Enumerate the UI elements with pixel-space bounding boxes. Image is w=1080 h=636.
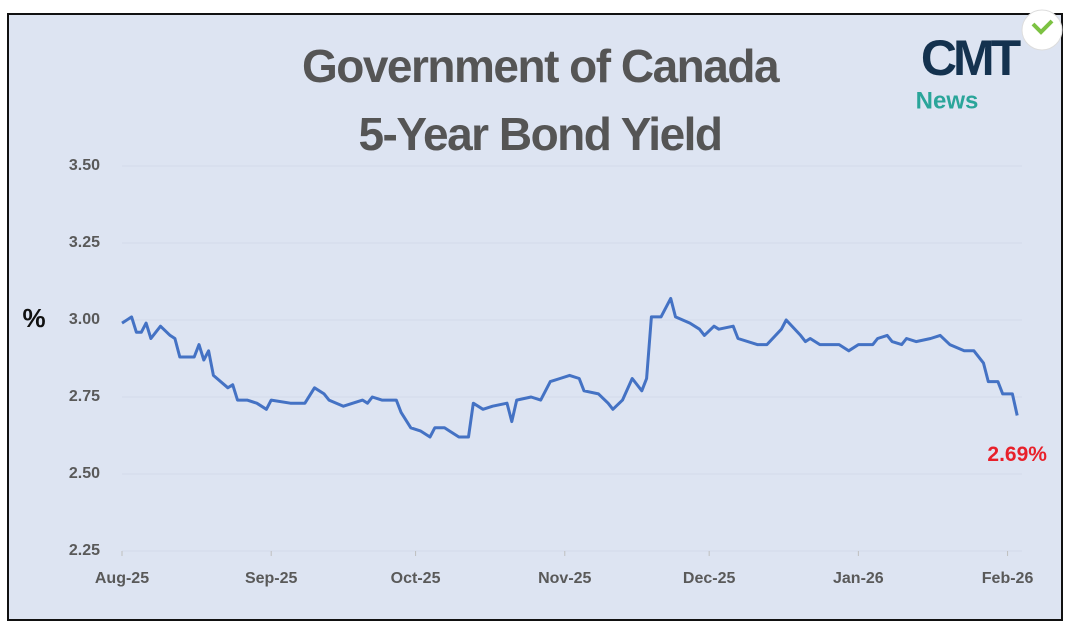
- x-tick-label: Aug-25: [95, 570, 149, 587]
- x-tick-label: Oct-25: [391, 570, 441, 587]
- annotation: 2.69%: [987, 443, 1047, 466]
- logo: CMT: [921, 30, 1021, 86]
- y-tick-label: 3.50: [69, 157, 100, 174]
- x-tick-label: Dec-25: [683, 570, 736, 587]
- y-axis-label: %: [22, 303, 45, 333]
- logo-subtext: News: [916, 87, 979, 114]
- chart-title: Government of Canada: [302, 40, 780, 92]
- x-tick-label: Sep-25: [245, 570, 298, 587]
- line: [121, 296, 1019, 439]
- chart-title: 5-Year Bond Yield: [358, 108, 721, 160]
- y-tick-label: 2.50: [69, 465, 100, 482]
- y-tick-label: 2.75: [69, 388, 100, 405]
- x-tick-label: Feb-26: [982, 570, 1034, 587]
- x-tick-label: Jan-26: [833, 570, 884, 587]
- y-tick-label: 3.25: [69, 234, 100, 251]
- chart-frame: [7, 13, 1063, 621]
- x-tick-label: Nov-25: [538, 570, 591, 587]
- y-tick-label: 3.00: [69, 311, 100, 328]
- badge-check: [1031, 19, 1054, 35]
- y-tick-label: 2.25: [69, 542, 100, 559]
